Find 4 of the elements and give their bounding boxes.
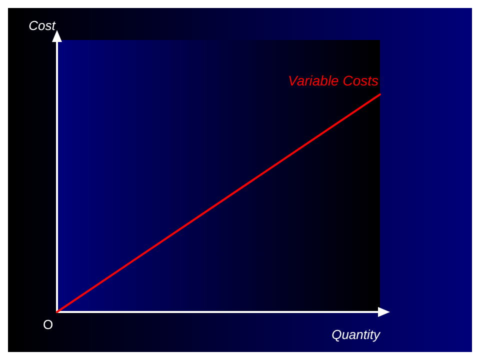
text: O bbox=[43, 317, 54, 332]
x-axis-title: Quantity bbox=[332, 327, 382, 342]
y-axis-title: Cost bbox=[28, 18, 57, 33]
series-label: Variable Costs bbox=[288, 72, 379, 88]
